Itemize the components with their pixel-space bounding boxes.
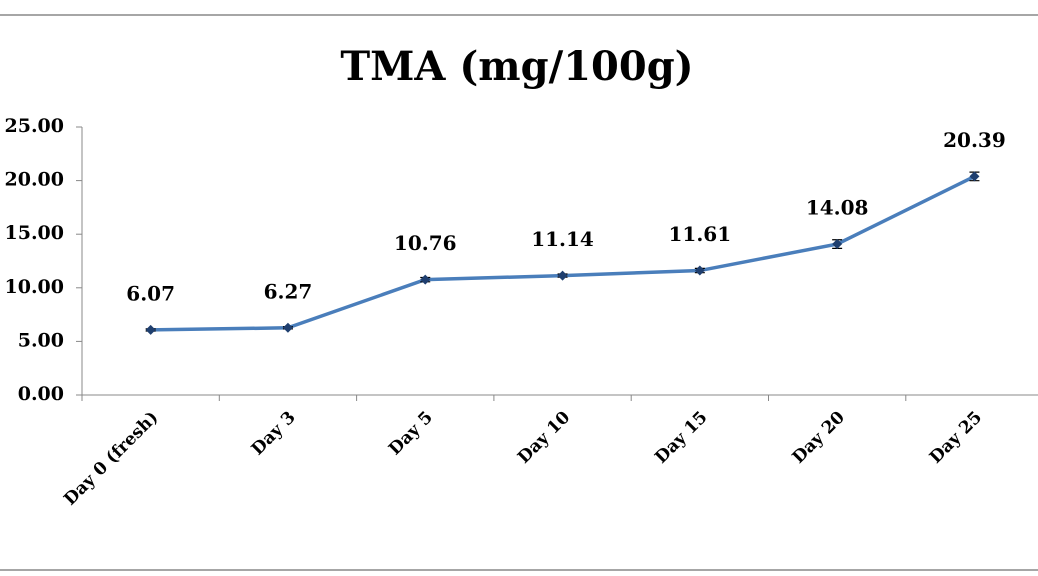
data-label: 6.27 (264, 279, 313, 303)
x-tick-label: Day 3 (248, 408, 300, 460)
x-tick-label: Day 5 (385, 408, 437, 460)
chart-title: TMA (mg/100g) (340, 43, 693, 90)
marker (557, 270, 568, 281)
data-label: 14.08 (806, 196, 869, 220)
y-tick-label: 0.00 (18, 383, 64, 405)
marker (832, 239, 843, 250)
marker (282, 322, 293, 333)
x-tick-label: Day 15 (651, 408, 711, 468)
marker (694, 265, 705, 276)
y-tick-label: 25.00 (5, 115, 65, 137)
y-tick-label: 15.00 (5, 222, 65, 244)
x-tick-label: Day 0 (fresh) (60, 408, 162, 510)
marker (145, 324, 156, 335)
marker (420, 274, 431, 285)
x-tick-label: Day 25 (926, 408, 986, 468)
x-tick-label: Day 10 (514, 407, 574, 467)
marker (969, 171, 980, 182)
y-tick-label: 20.00 (5, 169, 65, 191)
y-tick-label: 10.00 (5, 276, 65, 298)
data-label: 10.76 (394, 231, 457, 255)
data-label: 11.61 (669, 222, 732, 246)
data-label: 20.39 (943, 128, 1006, 152)
data-label: 11.14 (531, 227, 594, 251)
data-label: 6.07 (126, 281, 175, 305)
x-tick-label: Day 20 (789, 407, 849, 467)
y-tick-label: 5.00 (18, 329, 64, 351)
